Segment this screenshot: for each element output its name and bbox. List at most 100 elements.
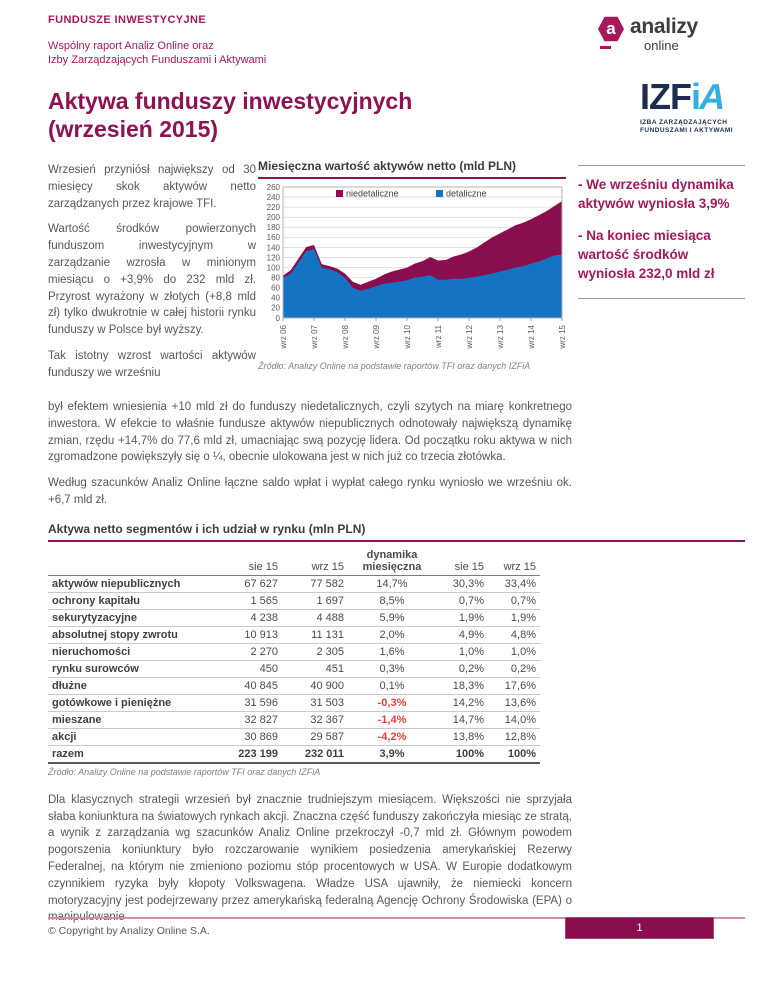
intro-paragraph-4: Według szacunków Analiz Online łączne sa… xyxy=(48,477,572,506)
column-header xyxy=(48,546,216,576)
analizy-logo-dash xyxy=(600,46,611,49)
value-cell: 0,2% xyxy=(510,662,536,675)
table-title: Aktywa netto segmentów i ich udział w ry… xyxy=(48,521,366,536)
value-cell: -4,2% xyxy=(377,730,407,743)
svg-text:160: 160 xyxy=(267,233,281,242)
izfia-logo-wordmark: IZFiA xyxy=(640,76,733,117)
value-cell: 13,6% xyxy=(504,696,536,709)
page-number-badge: 1 xyxy=(565,917,714,939)
segment-name-cell: akcji xyxy=(52,730,77,743)
svg-text:wrz 10: wrz 10 xyxy=(403,324,412,349)
izfia-letter-a: A xyxy=(695,76,730,117)
value-cell: 0,2% xyxy=(458,662,484,675)
svg-text:wrz 06: wrz 06 xyxy=(279,324,288,349)
value-cell: 77 582 xyxy=(310,577,344,590)
value-cell: 1,0% xyxy=(510,645,536,658)
page-footer: © Copyright by Analizy Online S.A. 1 xyxy=(48,917,745,939)
value-cell: 31 596 xyxy=(244,696,278,709)
value-cell: 223 199 xyxy=(238,747,278,760)
value-cell: 14,2% xyxy=(452,696,484,709)
segments-table-block: Aktywa netto segmentów i ich udział w ry… xyxy=(48,522,745,777)
chart-source-note: Źródło: Analizy Online na podstawie rapo… xyxy=(258,361,531,371)
analizy-logo-online: online xyxy=(644,38,679,53)
value-cell: 100% xyxy=(507,747,536,760)
analizy-icon-letter: a xyxy=(606,19,616,38)
value-cell: 40 900 xyxy=(310,679,344,692)
value-cell: 4 238 xyxy=(250,611,278,624)
report-subtitle-line1: Wspólny raport Analiz Online oraz xyxy=(48,40,214,52)
svg-text:detaliczne: detaliczne xyxy=(446,189,487,199)
value-cell: 0,3% xyxy=(379,662,405,675)
izfia-letters-navy: IZF xyxy=(640,76,692,117)
callout-item-1: - We wrześniu dynamika aktywów wyniosła … xyxy=(578,177,734,211)
segments-table-body: aktywów niepublicznych 67 627 77 582 14,7% 3… xyxy=(48,575,540,763)
table-source-note: Źródło: Analizy Online na podstawie rapo… xyxy=(48,766,321,777)
svg-text:240: 240 xyxy=(267,193,281,202)
value-cell: 3,9% xyxy=(379,747,405,760)
table-row: ochrony kapitału 1 565 1 697 8,5% 0,7% 0,7% xyxy=(48,592,540,610)
value-cell: 232 011 xyxy=(304,747,344,760)
column-header: dynamika miesięczna xyxy=(348,546,436,576)
segment-name-cell: dłużne xyxy=(52,679,87,692)
segment-name-cell: sekurytyzacyjne xyxy=(52,611,137,624)
izfia-caption-line1: IZBA ZARZĄDZAJĄCYCH xyxy=(640,119,728,126)
value-cell: 1,0% xyxy=(458,645,484,658)
svg-text:wrz 09: wrz 09 xyxy=(372,324,381,349)
value-cell: 13,8% xyxy=(452,730,484,743)
value-cell: 5,9% xyxy=(379,611,405,624)
svg-text:wrz 13: wrz 13 xyxy=(496,324,505,349)
value-cell: 0,7% xyxy=(458,594,484,607)
value-cell: 100% xyxy=(455,747,484,760)
value-cell: 8,5% xyxy=(379,594,405,607)
value-cell: 1,6% xyxy=(379,645,405,658)
chart-title-rule xyxy=(258,177,566,179)
value-cell: 67 627 xyxy=(244,577,278,590)
value-cell: 4,9% xyxy=(458,628,484,641)
analizy-hexagon-a-icon: a xyxy=(598,16,624,42)
analizy-logo-wordmark: analizy xyxy=(630,15,698,38)
column-header: wrz 15 xyxy=(282,546,348,576)
value-cell: 11 131 xyxy=(311,628,344,641)
izfia-logo: IZFiA IZBA ZARZĄDZAJĄCYCH FUNDUSZAMI I A… xyxy=(640,76,733,135)
analizy-online-logo: a analizy online xyxy=(598,16,698,52)
value-cell: 40 845 xyxy=(244,679,278,692)
value-cell: 18,3% xyxy=(452,679,484,692)
table-row: mieszane 32 827 32 367 -1,4% 14,7% 14,0% xyxy=(48,711,540,729)
segment-name-cell: ochrony kapitału xyxy=(52,594,141,607)
value-cell: 0,7% xyxy=(510,594,536,607)
table-row: aktywów niepublicznych 67 627 77 582 14,7% 3… xyxy=(48,575,540,593)
highlights-callout: - We wrześniu dynamika aktywów wyniosła … xyxy=(578,165,745,299)
svg-text:220: 220 xyxy=(267,203,281,212)
value-cell: -0,3% xyxy=(377,696,407,709)
page-title-line2: (wrzesień 2015) xyxy=(48,116,219,142)
svg-text:wrz 14: wrz 14 xyxy=(527,324,536,349)
table-row: rynku surowców 450 451 0,3% 0,2% 0,2% xyxy=(48,660,540,678)
value-cell: 451 xyxy=(325,662,344,675)
izfia-caption-line2: FUNDUSZAMI I AKTYWAMI xyxy=(640,127,733,134)
value-cell: 29 587 xyxy=(310,730,344,743)
intro-paragraph-3-continued: był efektem wniesienia +10 mld zł do fun… xyxy=(48,401,572,464)
svg-text:60: 60 xyxy=(271,284,280,293)
value-cell: -1,4% xyxy=(377,713,407,726)
table-row: gotówkowe i pieniężne 31 596 31 503 -0,3% 14… xyxy=(48,694,540,712)
svg-text:260: 260 xyxy=(267,183,281,192)
value-cell: 10 913 xyxy=(244,628,278,641)
intro-paragraph-2: Wartość środków powierzonych funduszom i… xyxy=(48,223,256,337)
segment-name-cell: mieszane xyxy=(52,713,102,726)
value-cell: 14,7% xyxy=(376,577,408,590)
svg-text:niedetaliczne: niedetaliczne xyxy=(346,189,399,199)
intro-section: Wrzesień przyniósł największy od 30 mies… xyxy=(48,159,745,399)
report-subtitle: Wspólny raport Analiz Online oraz Izby Z… xyxy=(48,39,745,67)
value-cell: 2 270 xyxy=(250,645,278,658)
closing-section: Dla klasycznych strategii wrzesień był z… xyxy=(48,792,572,926)
value-cell: 4 488 xyxy=(316,611,344,624)
svg-text:180: 180 xyxy=(267,223,281,232)
value-cell: 1,9% xyxy=(458,611,484,624)
segment-name-cell: razem xyxy=(52,747,84,760)
svg-text:wrz 15: wrz 15 xyxy=(558,324,566,349)
table-total-row: razem 223 199 232 011 3,9% 100% 100% xyxy=(48,745,540,763)
table-row: absolutnej stopy zwrotu 10 913 11 131 2,0% 4… xyxy=(48,626,540,644)
segment-name-cell: nieruchomości xyxy=(52,645,131,658)
value-cell: 30,3% xyxy=(452,577,484,590)
segments-table-head: sie 15 wrz 15 dynamika miesięczna sie 15 wrz… xyxy=(48,546,540,576)
